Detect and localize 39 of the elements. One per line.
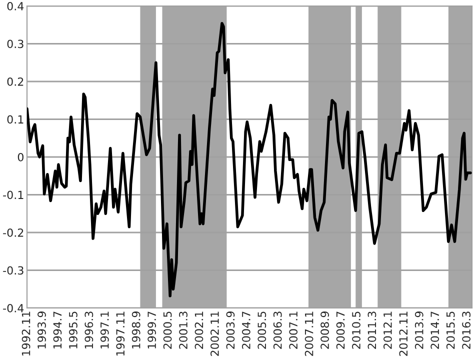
x-tick-label: 2004.7 [242,312,250,349]
y-tick-label: -0.2 [3,228,24,237]
x-tick-label: 1998.9 [132,312,140,348]
x-tick-label: 1993.9 [38,312,46,348]
x-tick-label: 2007.1 [289,312,298,349]
x-tick-label: 1992.11 [22,312,30,356]
line-series [27,22,472,298]
x-tick-label: 2012.11 [399,312,408,356]
y-tick-label: -0.4 [3,304,24,312]
x-tick-label: 2011.3 [368,312,376,349]
x-tick-label: 2010.5 [352,312,360,349]
x-tick-label: 2002.11 [210,312,219,356]
x-tick-label: 2013.9 [414,312,424,349]
x-tick-label: 2009.7 [336,312,345,349]
x-tick-label: 2016.3 [462,312,471,349]
x-tick-label: 1999.7 [148,312,156,348]
x-tick-label: 2008.9 [320,312,329,349]
x-tick-label: 2015.5 [446,312,455,349]
x-tick-label: 2006.3 [273,312,282,349]
x-tick-label: 2007.11 [304,312,314,356]
y-tick-label: 0.4 [7,2,24,10]
y-tick-label: 0.1 [7,115,24,124]
y-tick-label: 0.3 [7,40,24,48]
x-tick-label: 1994.7 [53,312,62,348]
x-tick-label: 1997.1 [100,312,109,348]
y-tick-label: -0.3 [3,266,24,275]
x-tick-label: 2012.1 [383,312,392,349]
x-tick-label: 1996.3 [84,312,94,348]
y-tick-label: 0.2 [7,77,24,86]
x-tick-label: 2003.9 [226,312,235,349]
x-tick-label: 2002.1 [194,312,204,349]
x-tick-label: 2014.7 [430,312,440,349]
x-tick-label: 2005.5 [258,312,266,349]
x-tick-label: 1997.11 [116,312,125,356]
y-tick-label: 0 [18,152,24,162]
y-tick-label: -0.1 [3,190,24,200]
x-tick-label: 2001.3 [179,312,188,349]
x-tick-label: 2000.5 [163,312,172,349]
x-tick-label: 1995.5 [68,312,78,348]
